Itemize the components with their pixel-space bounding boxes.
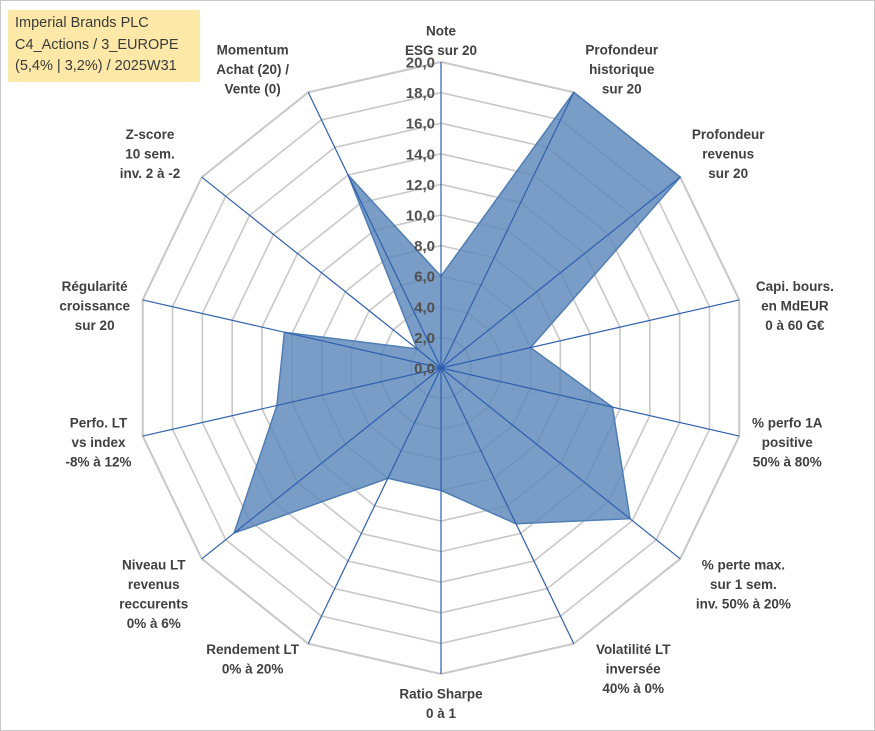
tick-label-9: 18,0 xyxy=(406,85,435,102)
axis-label-12-line-1: 10 sem. xyxy=(125,147,175,162)
title-line-2: C4_Actions / 3_EUROPE xyxy=(15,36,179,53)
axis-label-10-line-1: vs index xyxy=(71,435,126,450)
axis-label-6-line-0: Volatilité LT xyxy=(596,642,671,657)
axis-label-9-line-3: 0% à 6% xyxy=(127,616,181,631)
tick-label-0: 0,0 xyxy=(414,361,435,378)
axis-label-4-line-0: % perfo 1A xyxy=(752,415,823,430)
axis-spoke-4 xyxy=(440,367,740,437)
axis-label-12-line-0: Z-score xyxy=(126,127,175,142)
axis-label-3-line-0: Capi. bours. xyxy=(756,279,834,294)
axis-label-7-line-0: Ratio Sharpe xyxy=(399,687,483,702)
axis-spoke-9 xyxy=(201,367,442,560)
axis-label-1-line-0: Profondeur xyxy=(585,42,658,57)
axis-spoke-12 xyxy=(201,176,442,369)
axis-label-9-line-1: revenus xyxy=(128,577,180,592)
axis-label-13-line-0: Momentum xyxy=(217,42,289,57)
axis-label-11-line-0: Régularité xyxy=(62,279,129,294)
axis-label-5-line-2: inv. 50% à 20% xyxy=(696,596,791,611)
axis-label-10-line-2: -8% à 12% xyxy=(65,454,131,469)
axis-label-8-line-0: Rendement LT xyxy=(206,642,300,657)
axis-label-2-line-0: Profondeur xyxy=(692,127,765,142)
axis-label-7-line-1: 0 à 1 xyxy=(426,706,457,721)
tick-label-2: 4,0 xyxy=(414,299,435,316)
axis-label-6-line-2: 40% à 0% xyxy=(602,681,664,696)
axis-label-0-line-1: ESG sur 20 xyxy=(405,43,477,58)
axis-label-10-line-0: Perfo. LT xyxy=(70,415,128,430)
axis-label-13-line-1: Achat (20) / xyxy=(216,62,289,77)
axis-label-8-line-1: 0% à 20% xyxy=(222,662,284,677)
axis-label-0-line-0: Note xyxy=(426,24,456,39)
axis-label-1-line-2: sur 20 xyxy=(602,81,642,96)
axis-spoke-2 xyxy=(440,176,681,369)
tick-label-5: 10,0 xyxy=(406,208,435,225)
axis-label-13-line-2: Vente (0) xyxy=(224,81,280,96)
axis-label-4-line-2: 50% à 80% xyxy=(753,454,822,469)
axis-label-3-line-2: 0 à 60 G€ xyxy=(765,318,825,333)
axis-spoke-5 xyxy=(440,367,681,560)
axis-spoke-11 xyxy=(142,299,442,369)
axis-spokes xyxy=(142,62,740,674)
tick-label-1: 2,0 xyxy=(414,330,435,347)
axis-label-5-line-1: sur 1 sem. xyxy=(710,577,777,592)
title-line-3: (5,4% | 3,2%) / 2025W31 xyxy=(15,58,177,74)
title-line-1: Imperial Brands PLC xyxy=(15,15,149,31)
axis-label-6-line-1: inversée xyxy=(606,662,661,677)
axis-label-5-line-0: % perte max. xyxy=(702,557,785,572)
axis-label-9-line-0: Niveau LT xyxy=(122,557,186,572)
axis-label-4-line-1: positive xyxy=(762,435,814,450)
axis-label-2-line-1: revenus xyxy=(702,147,754,162)
axis-spoke-13 xyxy=(307,92,442,369)
axis-labels: Note ESG sur 20 Profondeur historique sur 20… xyxy=(59,24,833,722)
axis-label-11-line-2: sur 20 xyxy=(75,318,115,333)
tick-label-4: 8,0 xyxy=(414,238,435,255)
tick-labels: 0,0 2,0 4,0 6,0 8,0 10,0 12,0 14,0 16,0 18,0 20,0 xyxy=(406,55,435,378)
axis-label-2-line-2: sur 20 xyxy=(708,166,748,181)
axis-spoke-3 xyxy=(440,299,740,369)
axis-label-3-line-1: en MdEUR xyxy=(761,299,829,314)
tick-label-8: 16,0 xyxy=(406,116,435,133)
title-box: Imperial Brands PLC C4_Actions / 3_EUROP… xyxy=(8,10,200,82)
axis-label-9-line-2: reccurents xyxy=(119,596,188,611)
axis-spoke-10 xyxy=(142,367,442,437)
axis-label-12-line-2: inv. 2 à -2 xyxy=(120,166,181,181)
axis-label-11-line-1: croissance xyxy=(59,299,130,314)
tick-label-3: 6,0 xyxy=(414,269,435,286)
tick-label-7: 14,0 xyxy=(406,146,435,163)
axis-spoke-6 xyxy=(440,367,575,644)
axis-spoke-1 xyxy=(440,92,575,369)
axis-label-1-line-1: historique xyxy=(589,62,655,77)
tick-label-6: 12,0 xyxy=(406,177,435,194)
axis-spoke-8 xyxy=(307,367,442,644)
tick-label-10: 20,0 xyxy=(406,55,435,72)
